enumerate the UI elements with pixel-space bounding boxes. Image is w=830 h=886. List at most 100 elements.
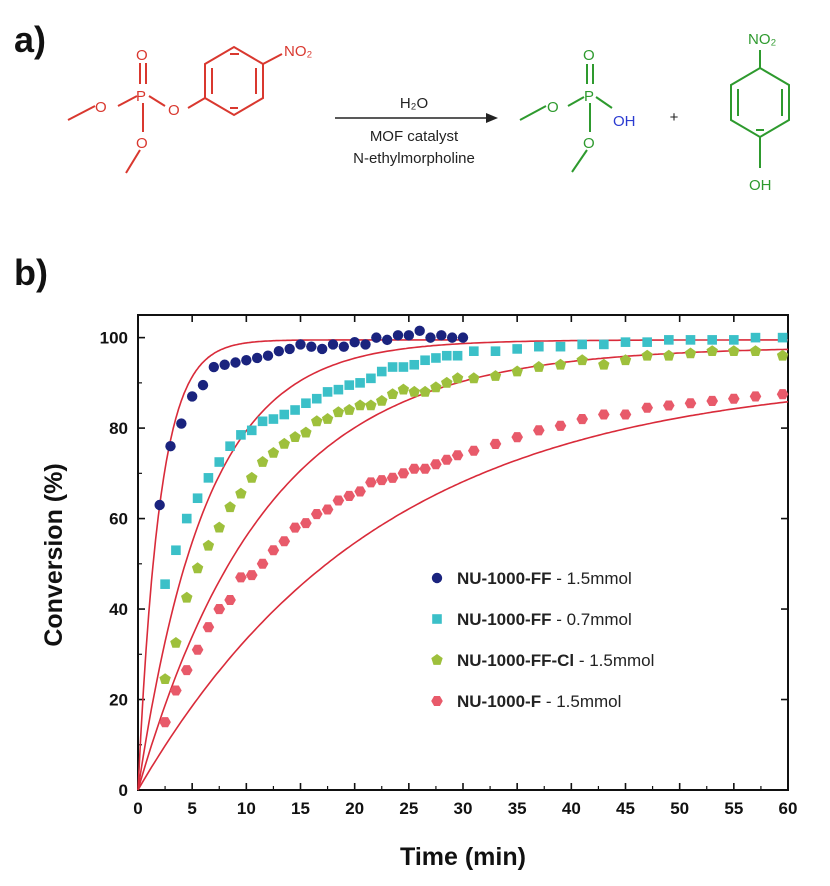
data-point-series-3 [419, 385, 431, 397]
y-axis-title: Conversion (%) [40, 463, 68, 646]
data-point-series-4 [430, 459, 442, 470]
legend-series-name: NU-1000-FF [457, 610, 551, 629]
fit-line-2 [137, 339, 788, 791]
data-point-series-1 [360, 339, 371, 350]
data-point-series-3 [641, 349, 653, 361]
data-point-series-1 [197, 379, 209, 391]
data-point-series-3 [300, 426, 312, 438]
data-point-series-2 [729, 335, 739, 345]
data-point-series-2 [366, 373, 376, 384]
data-point-series-2 [577, 339, 587, 350]
fit-line-4 [137, 401, 789, 791]
data-point-series-2 [171, 545, 181, 556]
data-point-series-1 [241, 355, 252, 366]
data-point-series-1 [403, 330, 415, 341]
data-point-series-2 [257, 416, 268, 427]
y-tick-label: 60 [109, 510, 128, 529]
data-point-series-2 [642, 337, 652, 347]
data-point-series-4 [663, 400, 675, 411]
data-point-series-3 [354, 399, 366, 411]
svg-text:P: P [584, 88, 594, 105]
data-point-series-4 [267, 545, 280, 556]
data-point-series-3 [213, 521, 225, 533]
data-point-series-3 [278, 437, 290, 449]
svg-text:O: O [583, 135, 595, 152]
data-point-series-4 [191, 644, 204, 655]
data-point-series-3 [386, 388, 399, 399]
data-point-series-2 [203, 473, 214, 483]
data-point-series-2 [344, 380, 355, 390]
data-point-series-3 [321, 413, 334, 424]
catalyst-label: MOF catalyst [370, 128, 459, 145]
data-point-series-3 [684, 347, 697, 359]
x-tick-label: 5 [187, 799, 196, 818]
data-point-series-2 [620, 337, 631, 347]
data-point-series-3 [489, 370, 502, 381]
x-tick-label: 50 [670, 799, 689, 818]
x-tick-label: 35 [508, 799, 527, 818]
data-point-series-4 [386, 472, 399, 483]
data-point-series-3 [224, 501, 236, 513]
legend-series-condition: - 0.7mmol [551, 610, 631, 629]
legend-series-condition: - 1.5mmol [541, 692, 621, 711]
data-point-series-2 [268, 414, 279, 424]
fit-line-3 [137, 348, 788, 791]
data-point-series-4 [533, 425, 545, 436]
y-tick-label: 80 [109, 419, 128, 438]
reaction-arrow [335, 113, 498, 123]
data-point-series-4 [684, 398, 697, 409]
data-point-series-2 [431, 353, 441, 363]
data-point-series-2 [236, 430, 246, 440]
data-point-series-3 [430, 381, 442, 393]
phosphate-oh-label: OH [613, 113, 636, 130]
data-point-series-2 [387, 362, 398, 372]
panel-b-label: b) [14, 252, 48, 293]
svg-text:O: O [95, 99, 107, 116]
data-point-series-1 [457, 332, 469, 343]
data-point-series-2 [192, 493, 203, 504]
data-point-series-4 [256, 558, 269, 569]
reagent-water-label: H₂O [400, 95, 428, 112]
data-point-series-3 [365, 399, 377, 411]
data-point-series-2 [333, 384, 344, 395]
data-point-series-3 [663, 349, 675, 361]
data-point-series-3 [311, 415, 323, 427]
x-tick-label: 10 [237, 799, 256, 818]
data-point-series-4 [180, 665, 193, 676]
data-point-series-2 [452, 350, 463, 361]
data-point-series-4 [245, 570, 258, 581]
plus-sign: + [670, 109, 679, 126]
data-point-series-4 [332, 495, 345, 506]
data-point-series-1 [306, 341, 317, 352]
data-point-series-1 [230, 357, 241, 368]
data-point-series-4 [619, 409, 632, 420]
y-tick-label: 40 [109, 600, 128, 619]
y-tick-label: 100 [100, 329, 128, 348]
data-point-series-1 [338, 341, 350, 352]
data-point-series-2 [534, 341, 544, 352]
data-point-series-1 [381, 334, 393, 346]
data-point-series-4 [576, 414, 588, 425]
data-point-series-3 [397, 383, 410, 395]
y-tick-label: 20 [109, 691, 128, 710]
phenol-oh-label: OH [749, 177, 772, 194]
data-point-series-3 [576, 354, 588, 366]
data-point-series-4 [728, 393, 740, 404]
data-point-series-2 [322, 387, 333, 397]
data-point-series-4 [776, 389, 789, 400]
product-nitro-label: NO₂ [748, 31, 777, 48]
data-point-series-2 [214, 457, 225, 467]
data-point-series-2 [398, 362, 409, 372]
svg-text:O: O [168, 102, 180, 119]
x-tick-label: 20 [345, 799, 364, 818]
svg-text:O: O [547, 99, 559, 116]
data-point-series-2 [555, 341, 566, 352]
data-point-series-2 [160, 579, 170, 589]
data-point-series-3 [343, 404, 355, 415]
data-point-series-4 [554, 420, 567, 431]
data-point-series-4 [511, 432, 523, 443]
data-point-series-3 [376, 395, 388, 406]
data-point-series-2 [376, 366, 387, 377]
data-point-series-2 [279, 409, 290, 420]
data-point-series-1 [186, 391, 198, 402]
